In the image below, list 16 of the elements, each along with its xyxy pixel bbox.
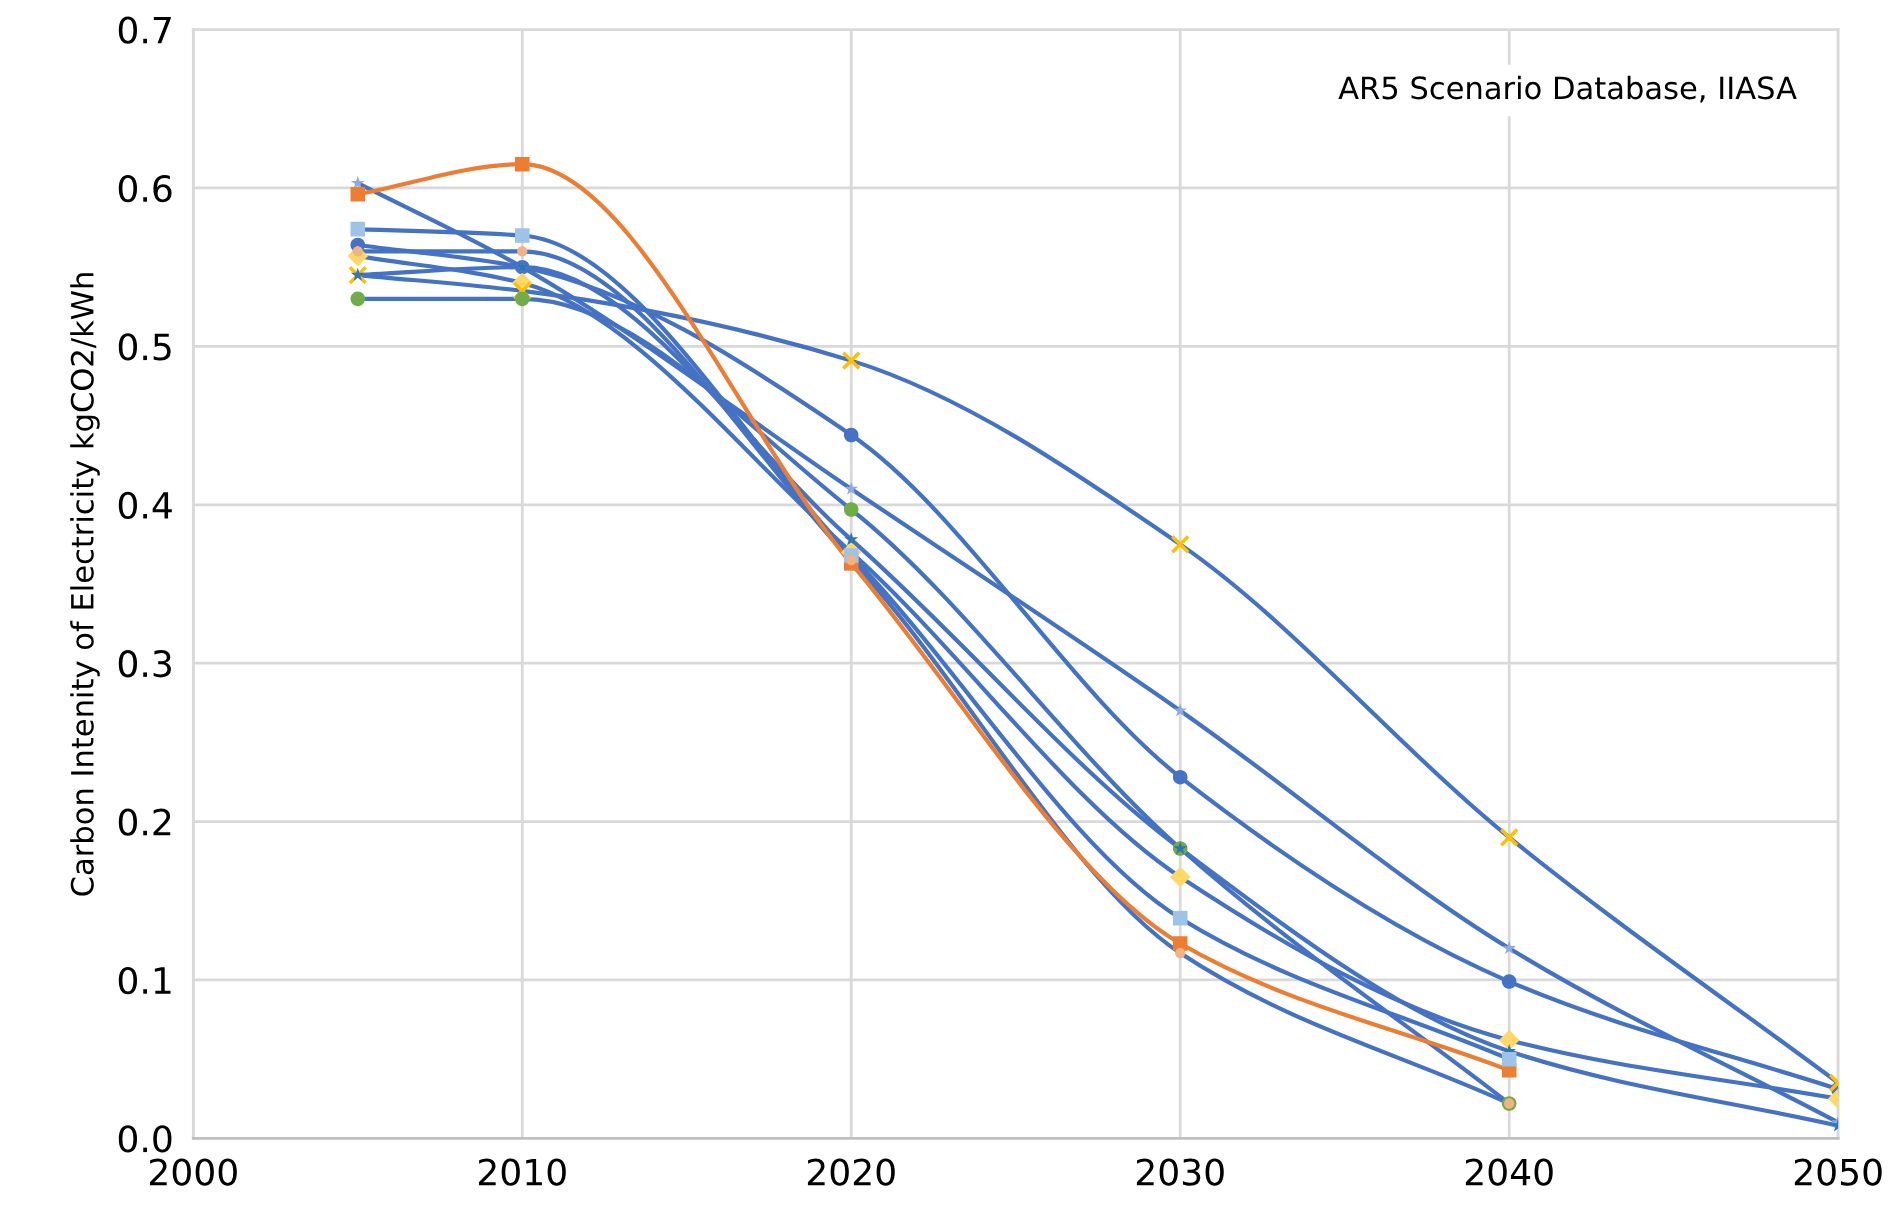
x-tick-label: 2030 <box>1136 1158 1224 1186</box>
y-tick-label: 0.3 <box>118 650 171 678</box>
y-tick-label: 0.0 <box>118 1125 172 1153</box>
y-tick-label: 0.4 <box>118 491 172 519</box>
annotation: AR5 Scenario Database, IIASA <box>1338 75 1797 103</box>
y-tick-label: 0.5 <box>118 333 171 361</box>
x-tick-label: 2020 <box>807 1158 895 1186</box>
x-tick-label: 2040 <box>1465 1158 1553 1186</box>
y-axis-title: Carbon Intenity of Electricity kgCO2/kWh <box>70 273 100 896</box>
x-tick-label: 2010 <box>478 1158 566 1186</box>
x-tick-label: 2000 <box>149 1158 237 1186</box>
x-tick-label: 2050 <box>1794 1158 1882 1186</box>
y-tick-label: 0.1 <box>118 966 171 995</box>
y-tick-label: 0.2 <box>118 808 171 836</box>
y-tick-label: 0.6 <box>118 174 172 203</box>
y-tick-label: 0.7 <box>118 16 171 44</box>
